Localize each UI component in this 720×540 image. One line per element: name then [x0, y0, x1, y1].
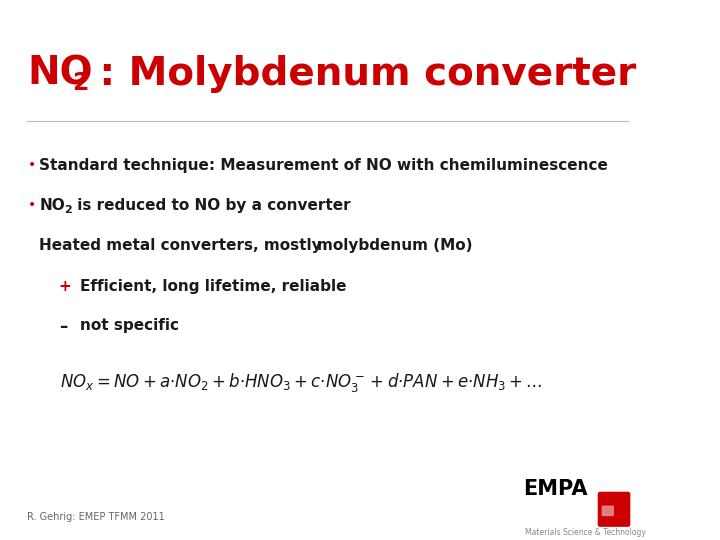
Text: Heated metal converters, mostly: Heated metal converters, mostly	[39, 238, 327, 253]
Text: –: –	[59, 318, 67, 336]
Text: Efficient, long lifetime, reliable: Efficient, long lifetime, reliable	[81, 279, 347, 294]
Text: not specific: not specific	[81, 318, 179, 333]
Text: NO: NO	[27, 55, 93, 93]
Text: +: +	[59, 279, 71, 294]
Text: •: •	[27, 198, 36, 212]
Text: : Molybdenum converter: : Molybdenum converter	[86, 55, 636, 93]
Text: •: •	[27, 158, 36, 172]
Text: $\mathit{NO_x = NO + a{\cdot}NO_2 + b{\cdot}HNO_3 + c{\cdot}NO_3^- + d{\cdot}PAN: $\mathit{NO_x = NO + a{\cdot}NO_2 + b{\c…	[60, 372, 543, 394]
Text: Materials Science & Technology: Materials Science & Technology	[526, 529, 646, 537]
Text: R. Gehrig: EMEP TFMM 2011: R. Gehrig: EMEP TFMM 2011	[27, 512, 165, 522]
FancyBboxPatch shape	[598, 492, 630, 527]
FancyBboxPatch shape	[602, 505, 614, 516]
Text: Standard technique: Measurement of NO with chemiluminescence: Standard technique: Measurement of NO wi…	[39, 158, 608, 173]
Text: is reduced to NO by a converter: is reduced to NO by a converter	[72, 198, 351, 213]
Text: 2: 2	[72, 71, 89, 94]
Text: EMPA: EMPA	[523, 479, 588, 499]
Text: molybdenum (Mo): molybdenum (Mo)	[317, 238, 472, 253]
Text: 2: 2	[64, 205, 72, 215]
Text: NO: NO	[39, 198, 65, 213]
